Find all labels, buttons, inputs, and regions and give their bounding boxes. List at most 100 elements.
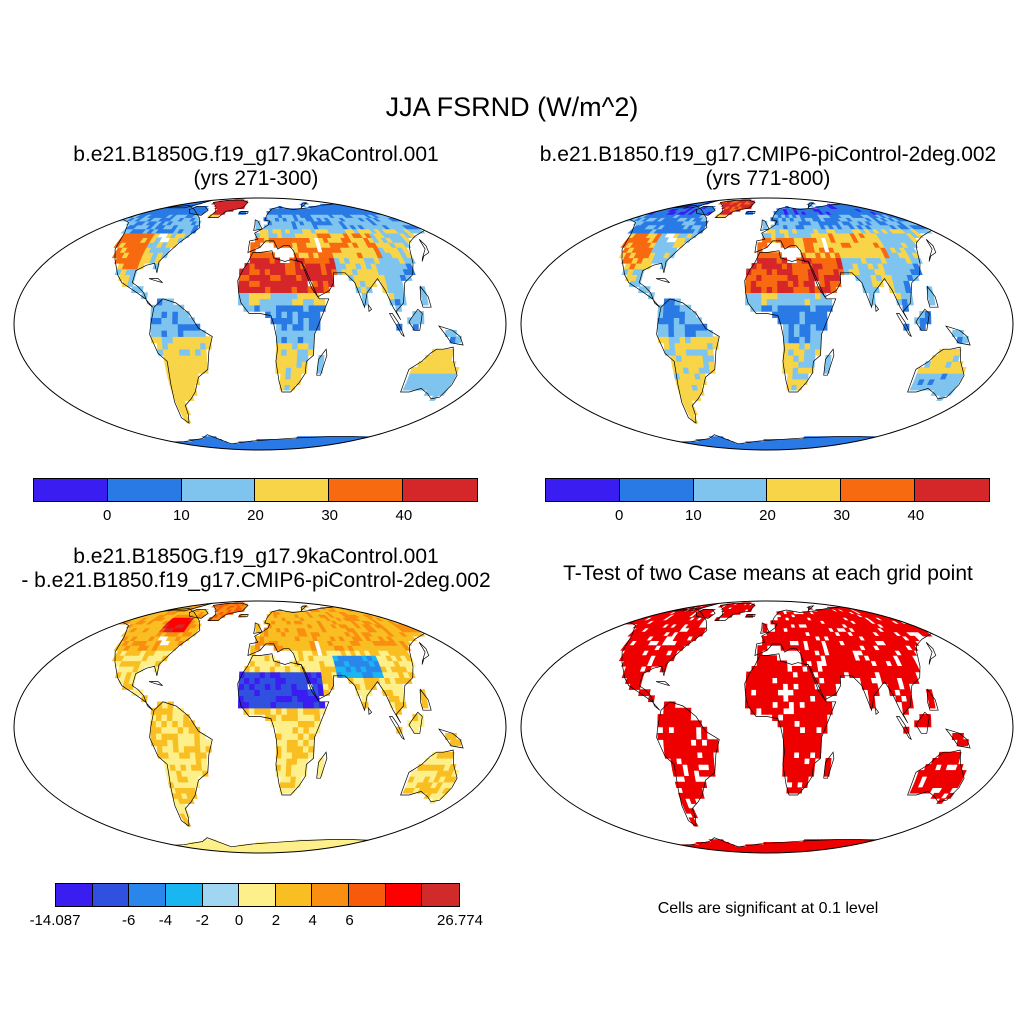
coastline-africa: [237, 653, 330, 796]
colorbar-tick-label: 0: [102, 507, 112, 524]
coastline-samerica: [656, 298, 720, 424]
colorbar-segment: [546, 479, 620, 501]
colorbar-segment: [329, 479, 404, 501]
panel-title-case1-name: b.e21.B1850G.f19_g17.9kaControl.001: [73, 143, 439, 166]
coastline-srilanka: [875, 706, 880, 716]
colorbar-tick-label: 4: [308, 912, 317, 929]
coastline-samerica: [656, 701, 720, 827]
coastline-africa: [744, 653, 837, 796]
coastline-baffin: [188, 608, 209, 619]
coastline-newguinea: [945, 325, 971, 346]
colorbar-segment: [693, 479, 768, 501]
colorbar-segment: [107, 479, 182, 501]
colorbar-segment: [915, 479, 989, 501]
map-case2: [520, 197, 1014, 451]
colorbar-tick-label: 2: [271, 912, 281, 929]
colorbar-segment: [181, 479, 256, 501]
colorbar-tick-label: -4: [158, 912, 173, 929]
colorbar-segment: [349, 884, 386, 906]
colorbar-tick-label: 10: [684, 507, 702, 524]
colorbar-case1: [33, 478, 478, 502]
coastline-madagascar: [823, 751, 835, 779]
colorbar-segment: [165, 884, 203, 906]
coastline-nz: [444, 797, 472, 816]
colorbar-segment: [255, 479, 330, 501]
colorbar-segment: [619, 479, 694, 501]
coastline-nz: [951, 394, 979, 413]
coastline-britain: [253, 622, 263, 634]
coastline-africa: [744, 250, 837, 393]
coastline-greenland: [714, 199, 756, 218]
coastline-philippines: [420, 688, 432, 711]
coastline-japan: [925, 642, 937, 665]
coastline-samerica: [149, 701, 213, 827]
coastline-cuba: [655, 278, 670, 283]
coastline-baffin: [188, 205, 209, 216]
colorbar-tick-label: 30: [321, 507, 338, 524]
colorbar-tick-label: -2: [195, 912, 209, 929]
coastline-britain: [760, 219, 770, 231]
colorbar-tick-label: 6: [345, 912, 354, 929]
coastline-newguinea: [438, 325, 464, 346]
coastline-australia: [400, 346, 458, 400]
panel-title-case2-name: b.e21.B1850.f19_g17.CMIP6-piControl-2deg…: [539, 143, 997, 166]
coastline-philippines: [927, 688, 939, 711]
coastline-sumatra: [895, 313, 912, 337]
colorbar-tick-label: 20: [759, 507, 776, 524]
panel-title-case1: b.e21.B1850G.f19_g17.9kaControl.001 (yrs…: [0, 143, 512, 191]
coastline-madagascar: [823, 348, 835, 376]
coastline-cuba: [148, 278, 163, 283]
coastline-newguinea: [945, 728, 971, 749]
colorbar-segment: [385, 884, 423, 906]
map-boundary: [520, 600, 1014, 854]
coastline-philippines: [420, 285, 432, 308]
colorbar-segment: [92, 884, 130, 906]
coastline-britain: [253, 219, 263, 231]
panel-title-ttest: T-Test of two Case means at each grid po…: [563, 562, 973, 585]
coastline-novaya: [807, 202, 815, 209]
coastline-srilanka: [875, 303, 880, 313]
colorbar-segment: [841, 479, 916, 501]
colorbar-segment: [129, 884, 166, 906]
coastline-newguinea: [438, 728, 464, 749]
coastline-iceland: [237, 211, 249, 214]
colorbar-tick-label: -6: [121, 912, 136, 929]
colorbar-segment: [767, 479, 842, 501]
colorbar-segment: [312, 884, 349, 906]
coastlines: [109, 602, 472, 853]
coastline-iceland: [744, 211, 756, 214]
map-case1: [13, 197, 507, 451]
colorbar-segment: [56, 884, 93, 906]
colorbar-tick-label: 26.774: [437, 912, 483, 929]
main-title: JJA FSRND (W/m^2): [385, 92, 639, 122]
coastline-cuba: [148, 681, 163, 686]
coastline-sumatra: [388, 716, 405, 740]
panel-title-difference-line2: - b.e21.B1850.f19_g17.CMIP6-piControl-2d…: [21, 569, 491, 592]
coastline-namerica: [616, 608, 708, 711]
coastline-nz: [951, 797, 979, 816]
panel-title-case2-years: (yrs 771-800): [705, 167, 831, 190]
colorbar-tick-label: 0: [234, 912, 244, 929]
coastline-cuba: [655, 681, 670, 686]
coastline-borneo: [408, 711, 423, 734]
panel-title-difference: b.e21.B1850G.f19_g17.9kaControl.001 - b.…: [0, 545, 512, 593]
coastline-greenland: [714, 602, 756, 621]
coastline-australia: [400, 749, 458, 803]
map-difference: [13, 600, 507, 854]
coastline-sumatra: [895, 716, 912, 740]
coastline-iceland: [744, 614, 756, 617]
coastline-japan: [418, 642, 430, 665]
coastline-baffin: [695, 608, 716, 619]
coastline-greenland: [207, 199, 249, 218]
coastline-philippines: [927, 285, 939, 308]
map-boundary: [13, 197, 507, 451]
coastline-samerica: [149, 298, 213, 424]
coastline-africa: [237, 250, 330, 393]
coastline-novaya: [300, 605, 308, 612]
coastline-japan: [925, 239, 937, 262]
colorbar-segment: [202, 884, 240, 906]
coastline-britain: [760, 622, 770, 634]
colorbar-tick-label: 20: [247, 507, 264, 524]
panel-title-difference-line1: b.e21.B1850G.f19_g17.9kaControl.001: [73, 545, 439, 568]
map-boundary: [520, 197, 1014, 451]
